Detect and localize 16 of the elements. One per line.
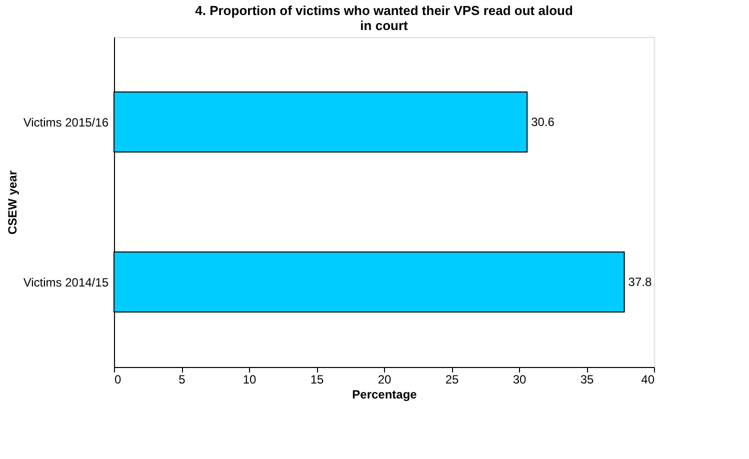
y-tick-label: Victims 2015/16 [23,116,109,130]
y-tick-label: Victims 2014/15 [23,276,109,290]
y-axis-title: CSEW year [5,170,20,235]
data-label: 30.6 [531,115,555,129]
x-tick-label: 20 [378,372,392,386]
x-tick-label: 40 [641,372,655,386]
x-tick-label: 5 [178,372,186,386]
data-label: 37.8 [628,275,652,289]
x-tick-label: 30 [512,372,526,386]
x-tick-label: 35 [580,372,594,386]
x-tick-label: 15 [310,372,324,386]
chart-title: 4. Proportion of victims who wanted their VPS read out aloud in court [195,3,573,33]
x-axis-title: Percentage [352,388,418,402]
x-tick-label: 0 [114,372,122,386]
x-tick-label: 10 [242,372,256,386]
x-tick-label: 25 [445,372,459,386]
